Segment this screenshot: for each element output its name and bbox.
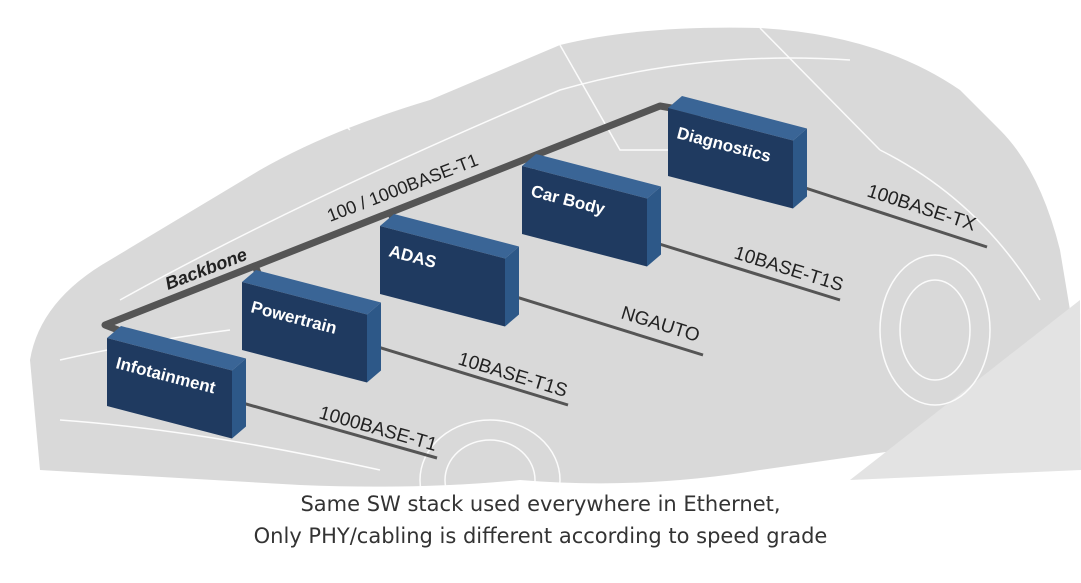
box-front-face [668,108,793,209]
box-side-face [793,128,807,209]
box-front-face [107,338,232,439]
box-top-face [522,154,661,199]
cable [639,236,841,302]
box-top-face [380,214,519,259]
box-side-face [505,246,519,327]
box-front-face [522,166,647,267]
box-top-face [107,326,246,371]
cable [231,398,438,460]
box-front-face [380,226,505,327]
cable [789,181,988,249]
box-front-face [242,282,367,383]
box-side-face [647,186,661,267]
box-side-face [232,358,246,439]
box-top-face [242,270,381,315]
box-side-face [367,302,381,383]
car-background [30,27,1081,541]
cable [364,341,569,407]
cable [499,290,704,357]
caption-line-1: Same SW stack used everywhere in Etherne… [300,492,781,516]
caption-line-2: Only PHY/cabling is different according … [253,524,828,548]
box-top-face [668,96,807,141]
